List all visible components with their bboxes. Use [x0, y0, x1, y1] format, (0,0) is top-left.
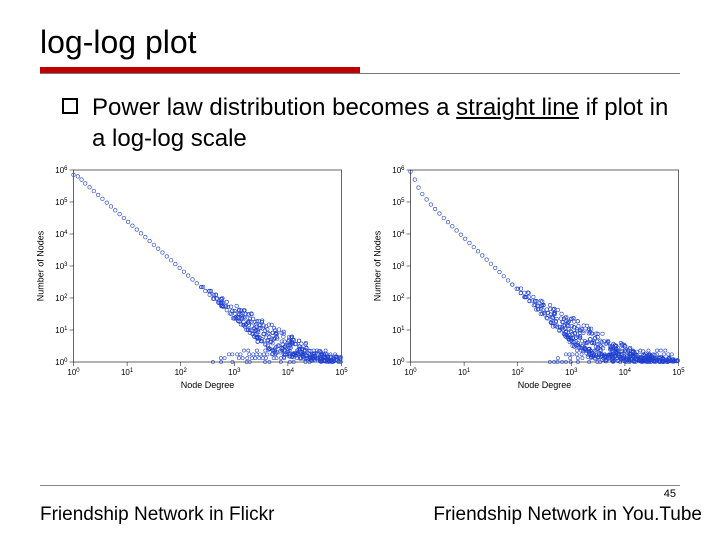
svg-text:101: 101 [55, 326, 68, 335]
chart-youtube: 100 101 102 103 104 105 100 101 102 103 104 105 106 N… [367, 162, 690, 392]
svg-text:103: 103 [392, 262, 405, 271]
svg-text:104: 104 [55, 230, 68, 239]
svg-text:103: 103 [55, 262, 68, 271]
svg-text:106: 106 [55, 166, 68, 175]
svg-text:102: 102 [55, 294, 68, 303]
svg-text:102: 102 [512, 368, 525, 377]
svg-text:105: 105 [335, 368, 348, 377]
svg-text:Number of Nodes: Number of Nodes [36, 231, 46, 302]
svg-text:105: 105 [672, 368, 685, 377]
bullet-marker [62, 98, 78, 114]
svg-text:104: 104 [392, 230, 405, 239]
svg-text:102: 102 [175, 368, 188, 377]
bullet-item: Power law distribution becomes a straigh… [62, 92, 680, 154]
svg-text:101: 101 [121, 368, 134, 377]
svg-text:102: 102 [392, 294, 405, 303]
svg-text:100: 100 [392, 358, 405, 367]
svg-text:Number of Nodes: Number of Nodes [373, 231, 383, 302]
svg-text:104: 104 [282, 368, 295, 377]
svg-text:100: 100 [55, 358, 68, 367]
svg-text:103: 103 [565, 368, 578, 377]
svg-text:100: 100 [404, 368, 417, 377]
captions: Friendship Network in Flickr Friendship … [40, 504, 702, 526]
charts-row: 100 101 102 103 104 105 100 101 102 103 104 105 106 N… [30, 162, 690, 392]
svg-text:101: 101 [458, 368, 471, 377]
svg-text:101: 101 [392, 326, 405, 335]
svg-text:104: 104 [619, 368, 632, 377]
caption-flickr: Friendship Network in Flickr [40, 504, 274, 526]
svg-text:Node Degree: Node Degree [518, 380, 572, 390]
title-rule [40, 67, 680, 74]
svg-text:105: 105 [55, 198, 68, 207]
svg-text:Node Degree: Node Degree [181, 380, 235, 390]
footer-rule [40, 485, 680, 486]
bullet-text: Power law distribution becomes a straigh… [92, 92, 680, 154]
chart-flickr: 100 101 102 103 104 105 100 101 102 103 104 105 106 N… [30, 162, 353, 392]
slide-title: log-log plot [40, 24, 680, 61]
svg-text:103: 103 [228, 368, 241, 377]
svg-text:106: 106 [392, 166, 405, 175]
svg-text:105: 105 [392, 198, 405, 207]
page-number: 45 [664, 488, 676, 500]
caption-youtube: Friendship Network in You.Tube [433, 504, 702, 526]
svg-text:100: 100 [67, 368, 80, 377]
